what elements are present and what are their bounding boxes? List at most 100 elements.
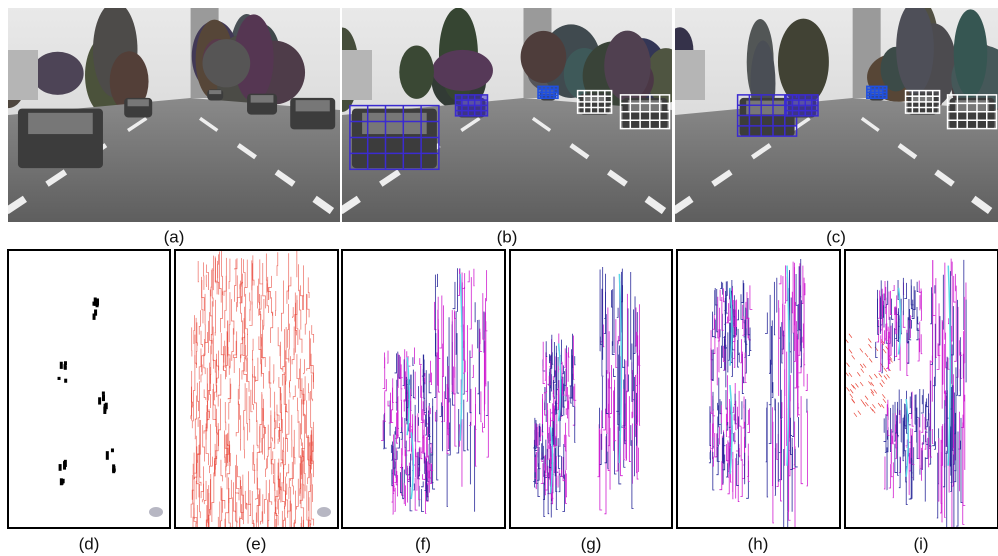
track-line [202, 280, 203, 323]
track-line [254, 445, 255, 484]
panel-border [8, 250, 170, 528]
track-line [604, 436, 606, 514]
track-line [262, 359, 264, 388]
track-line [297, 354, 299, 388]
car-window [209, 90, 221, 94]
track-line [391, 410, 393, 423]
track-line [740, 459, 742, 497]
track-line [253, 374, 254, 410]
car-window [28, 113, 93, 134]
track-line [604, 292, 606, 334]
track-line [765, 312, 767, 333]
residual [872, 404, 875, 408]
track-line [742, 280, 744, 302]
tree [954, 9, 988, 97]
track-line [244, 383, 245, 430]
track-line [892, 299, 894, 320]
track-line [570, 349, 572, 386]
track-line [286, 484, 287, 507]
building [342, 50, 372, 100]
track-line [228, 527, 229, 554]
track-line [237, 285, 240, 307]
track-line [467, 412, 468, 450]
residual [869, 358, 872, 362]
track-line [403, 359, 404, 385]
track-line [264, 480, 266, 514]
track-line [260, 392, 262, 443]
track-line [194, 315, 195, 344]
track-line [917, 282, 918, 292]
track-line [533, 440, 534, 448]
track-line [747, 410, 748, 424]
point-blob [61, 479, 64, 485]
track-line [954, 286, 956, 362]
track-line [744, 377, 745, 383]
track-panel [677, 250, 840, 540]
track-line [219, 399, 221, 447]
track-line [246, 294, 248, 335]
track-line [575, 356, 576, 365]
residual [871, 389, 874, 393]
page: {"captions": ["(a)", "(b)", "(c)", "(d)"… [0, 0, 998, 556]
track-line [308, 277, 309, 298]
residual [887, 374, 890, 378]
point-blob [64, 379, 67, 383]
residual [879, 373, 882, 377]
track-line [889, 464, 891, 488]
residual [871, 392, 874, 396]
track-line [307, 331, 310, 371]
panel-content [58, 297, 163, 517]
track-line [286, 517, 287, 556]
track-line [631, 425, 632, 445]
track-line [773, 422, 774, 523]
track-line [937, 453, 938, 518]
figure: (a) (b) (c) (d) (e) (f) (g) (h) (i) [0, 0, 998, 556]
track-line [458, 269, 459, 296]
track-line [892, 323, 893, 346]
track-line [806, 411, 807, 486]
track-line [481, 391, 482, 421]
track-line [801, 266, 802, 304]
track-line [381, 420, 383, 440]
track-line [271, 297, 272, 315]
panel-border [677, 250, 840, 528]
track-line [541, 463, 543, 483]
track-line [195, 460, 197, 479]
point-blob [59, 464, 62, 471]
residual [882, 380, 885, 384]
track-line [728, 323, 729, 361]
track-line [392, 485, 393, 503]
track-panel [8, 250, 170, 528]
track-line [199, 310, 200, 334]
track-line [769, 295, 770, 373]
track-line [204, 354, 205, 375]
track-line [897, 402, 898, 436]
track-line [892, 405, 893, 432]
residual [855, 383, 858, 387]
residual [846, 363, 849, 367]
track-line [439, 330, 440, 393]
car-window [628, 100, 662, 111]
track-line [543, 366, 545, 383]
track-line [726, 295, 727, 314]
track-line [225, 402, 226, 430]
caption: (d) [79, 534, 100, 553]
track-line [464, 400, 466, 451]
track-line [801, 396, 803, 484]
bounding-box [456, 95, 488, 116]
track-line [261, 511, 263, 524]
track-line [229, 358, 230, 375]
residual [861, 369, 864, 373]
track-line [719, 461, 721, 490]
track-line [772, 407, 773, 485]
track-line [247, 388, 248, 441]
track-line [921, 414, 923, 432]
track-line [218, 254, 219, 278]
residual [871, 382, 874, 386]
track-line [574, 336, 575, 380]
track-line [257, 420, 258, 448]
track-line [230, 497, 233, 537]
track-line [195, 396, 196, 420]
track-line [906, 439, 908, 445]
track-line [305, 294, 306, 335]
